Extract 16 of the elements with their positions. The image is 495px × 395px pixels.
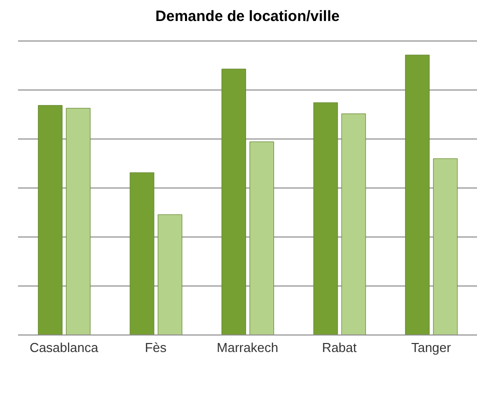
- x-tick-label: Tanger: [411, 340, 452, 356]
- chart-title: Demande de location/ville: [154, 8, 341, 25]
- x-tick-label: Fès: [144, 340, 168, 356]
- bar: [250, 142, 274, 335]
- bar: [130, 172, 154, 335]
- bar: [66, 108, 90, 335]
- x-tick-label: Rabat: [322, 340, 358, 356]
- bar: [341, 114, 366, 335]
- x-tick-label: Marrakech: [216, 340, 278, 356]
- bar: [405, 54, 430, 335]
- bar: [38, 105, 62, 335]
- bar: [433, 158, 458, 335]
- bar: [158, 214, 182, 335]
- x-tick-label: Casablanca: [30, 340, 99, 356]
- bar: [222, 68, 246, 335]
- bar: [313, 102, 338, 335]
